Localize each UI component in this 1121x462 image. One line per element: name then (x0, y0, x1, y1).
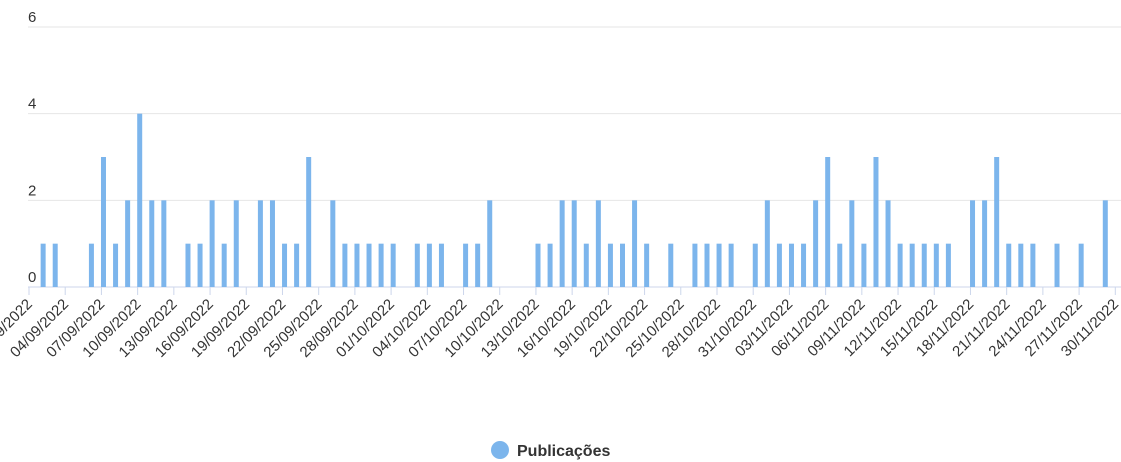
y-tick-label: 6 (28, 9, 36, 26)
bar (342, 243, 348, 287)
bar (88, 243, 94, 287)
bar (438, 243, 444, 287)
bar (113, 243, 119, 287)
bar (595, 200, 601, 287)
bar (632, 200, 638, 287)
bar (1054, 243, 1060, 287)
bar (801, 243, 807, 287)
bar (233, 200, 239, 287)
bar (897, 243, 903, 287)
bar (788, 243, 794, 287)
bar (426, 243, 432, 287)
bar (921, 243, 927, 287)
legend-label: Publicações (517, 443, 610, 460)
bar (571, 200, 577, 287)
legend-marker (491, 441, 509, 459)
bar (1030, 243, 1036, 287)
y-tick-label: 4 (28, 96, 36, 113)
bar (1102, 200, 1108, 287)
bar (873, 157, 879, 287)
bar (294, 243, 300, 287)
bar (100, 157, 106, 287)
bar (644, 243, 650, 287)
bar (764, 200, 770, 287)
bar (330, 200, 336, 287)
bar (269, 200, 275, 287)
bar (547, 243, 553, 287)
bar (149, 200, 155, 287)
y-tick-label: 2 (28, 182, 36, 199)
bar (185, 243, 191, 287)
bar (414, 243, 420, 287)
bar (620, 243, 625, 287)
bar (885, 200, 891, 287)
bar (366, 243, 372, 287)
bar (861, 243, 867, 287)
bar (945, 243, 951, 287)
bar (197, 243, 203, 287)
bar (487, 200, 493, 287)
bar (982, 200, 988, 287)
bar (535, 243, 541, 287)
bar (137, 113, 143, 288)
bar (752, 243, 758, 287)
bar (994, 157, 1000, 287)
bar (607, 243, 613, 287)
bar (390, 243, 396, 287)
bar (668, 243, 674, 287)
bar (776, 243, 782, 287)
bar (1006, 243, 1012, 287)
bar (849, 200, 855, 287)
bar (728, 243, 734, 287)
bar (704, 243, 710, 287)
bar (837, 243, 843, 287)
bar (306, 157, 312, 287)
bar (933, 243, 939, 287)
bar (813, 200, 819, 287)
bar (716, 243, 722, 287)
bar (463, 243, 469, 287)
bar (221, 243, 227, 287)
bar (559, 200, 565, 287)
bar (1018, 243, 1024, 287)
bar (161, 200, 167, 287)
bar (909, 243, 915, 287)
bar (40, 243, 46, 287)
bar (209, 200, 215, 287)
bar (378, 243, 384, 287)
bar (475, 243, 481, 287)
bar (52, 243, 58, 287)
bar (583, 243, 589, 287)
bar (825, 157, 831, 287)
bar (125, 200, 131, 287)
y-tick-label: 0 (28, 269, 36, 286)
bar (354, 243, 360, 287)
bar (692, 243, 698, 287)
bar (282, 243, 288, 287)
bar (1078, 243, 1084, 287)
bar (257, 200, 263, 287)
bar (970, 200, 976, 287)
